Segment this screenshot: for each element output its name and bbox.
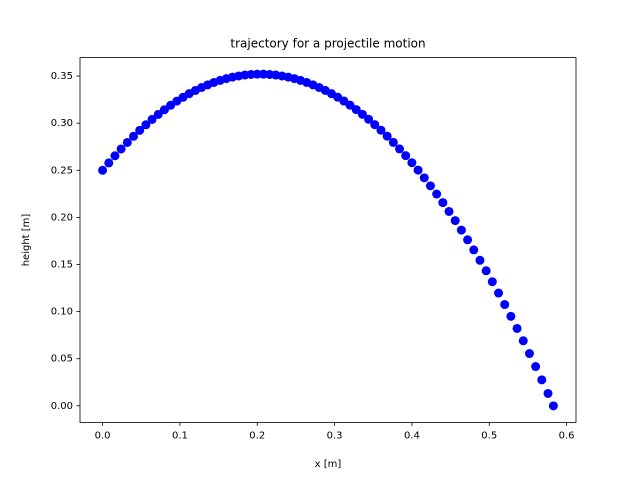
point [524, 349, 534, 359]
point [388, 137, 398, 147]
point [413, 165, 423, 175]
point [122, 137, 132, 147]
point [141, 120, 151, 130]
y-tick-label: 0.05 [51, 354, 73, 365]
y-tick-label: 0.35 [51, 71, 73, 82]
point [531, 362, 541, 372]
y-tick-label: 0.00 [51, 401, 73, 412]
point [147, 114, 157, 124]
point [518, 336, 528, 346]
point [450, 216, 460, 226]
point [110, 151, 120, 161]
point [98, 165, 108, 175]
y-tick-label: 0.30 [51, 118, 73, 129]
point [463, 235, 473, 245]
point [401, 151, 411, 161]
x-tick-label: 0.4 [404, 430, 420, 441]
x-tick-label: 0.5 [481, 430, 497, 441]
plot-frame [79, 57, 577, 423]
y-tick-label: 0.15 [51, 259, 73, 270]
point [543, 388, 553, 398]
point [425, 181, 435, 191]
point [432, 189, 442, 199]
point [548, 401, 558, 411]
point [487, 277, 497, 287]
point [116, 144, 126, 154]
point [395, 144, 405, 154]
point [407, 158, 417, 168]
y-tick-label: 0.20 [51, 212, 73, 223]
point [252, 69, 262, 79]
point [444, 206, 454, 216]
x-tick-label: 0.0 [95, 430, 111, 441]
point [376, 125, 386, 135]
point [456, 225, 466, 235]
x-tick-label: 0.2 [249, 430, 265, 441]
point [438, 198, 448, 208]
point [494, 288, 504, 298]
point [382, 131, 392, 141]
point [469, 245, 479, 255]
point [370, 120, 380, 130]
point [481, 266, 491, 276]
x-tick-label: 0.3 [327, 430, 343, 441]
x-axis-label: x [m] [315, 459, 342, 470]
point [129, 131, 139, 141]
point [364, 114, 374, 124]
point [357, 109, 367, 119]
point [104, 158, 114, 168]
point [475, 255, 485, 265]
point [153, 109, 163, 119]
point [351, 105, 361, 115]
point [537, 375, 547, 385]
x-tick-label: 0.1 [172, 430, 188, 441]
chart-title: trajectory for a projectile motion [230, 37, 425, 51]
point [500, 300, 510, 310]
point [419, 173, 429, 183]
y-tick-label: 0.25 [51, 165, 73, 176]
x-tick-label: 0.6 [559, 430, 575, 441]
point [135, 125, 145, 135]
y-axis-label: height [m] [21, 214, 32, 267]
y-tick-label: 0.10 [51, 307, 73, 318]
point [512, 323, 522, 333]
point [506, 311, 516, 321]
